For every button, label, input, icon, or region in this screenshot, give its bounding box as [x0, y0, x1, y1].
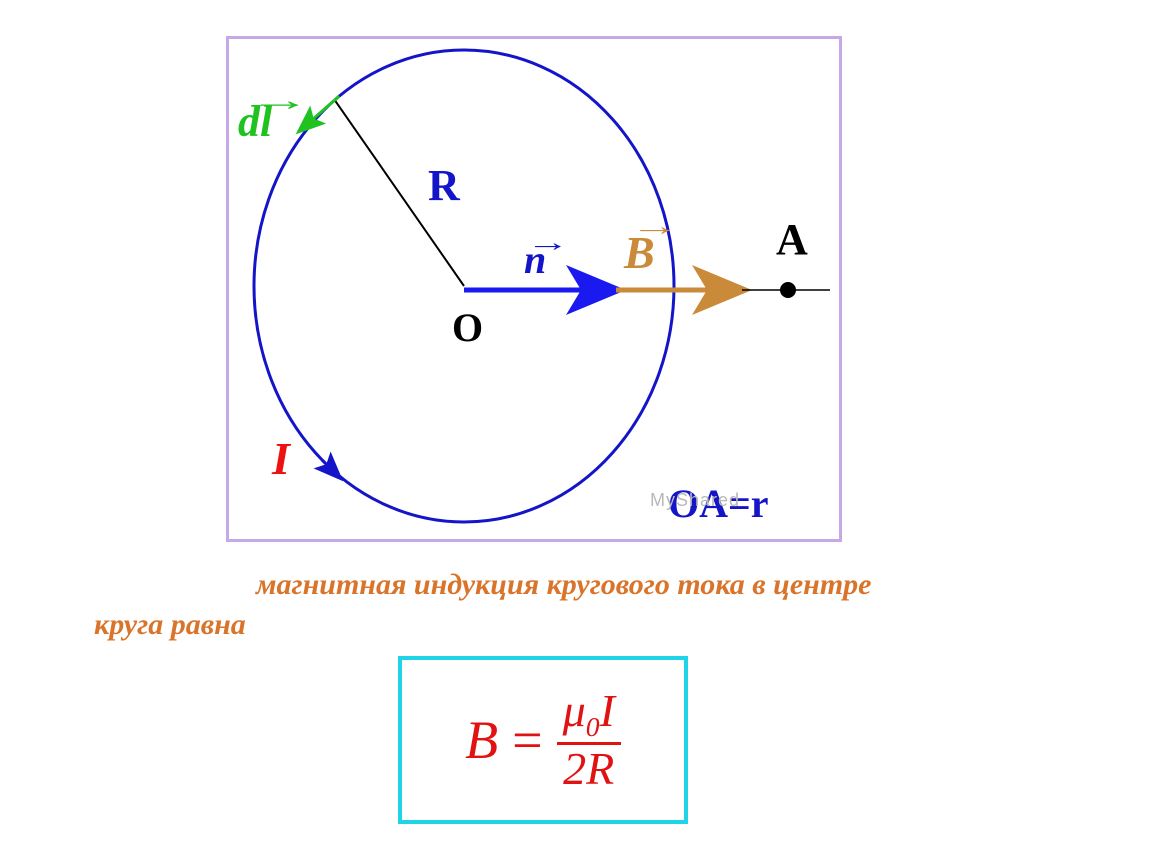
- formula-mu: μ: [563, 685, 586, 736]
- formula-mu-sub: 0: [586, 711, 600, 742]
- watermark-text: MyShared: [650, 490, 740, 511]
- formula-eq: =: [512, 709, 542, 771]
- formula-numerator: μ0I: [557, 687, 621, 742]
- label-radius: R: [428, 160, 460, 211]
- label-b: B: [624, 226, 655, 279]
- point-a: [780, 282, 796, 298]
- formula-lhs: B: [465, 709, 498, 771]
- formula-frame: B = μ0I 2R: [398, 656, 688, 824]
- label-o: O: [452, 304, 483, 351]
- label-current: I: [272, 432, 290, 485]
- caption-line-1: магнитная индукция кругового тока в цент…: [256, 568, 871, 602]
- formula-I: I: [600, 685, 615, 736]
- label-n: n: [524, 236, 546, 283]
- current-direction-arrow: [322, 460, 339, 477]
- formula-fraction: μ0I 2R: [557, 687, 621, 793]
- formula: B = μ0I 2R: [465, 687, 621, 793]
- formula-denominator: 2R: [557, 745, 620, 793]
- label-dl: dl: [238, 96, 272, 147]
- caption-line-2: круга равна: [94, 608, 246, 642]
- label-a: A: [776, 214, 808, 265]
